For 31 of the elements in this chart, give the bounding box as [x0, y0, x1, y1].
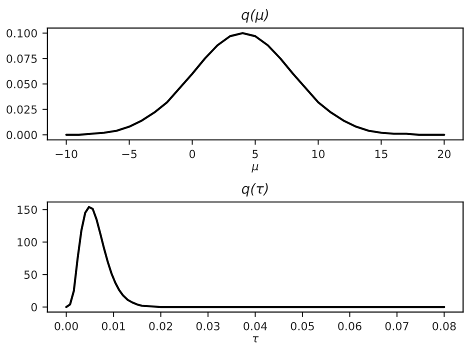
y-tick-label: 0.075 [6, 54, 37, 63]
x-tick-label: 0 [189, 150, 196, 158]
line-series [65, 206, 446, 308]
x-tick-label: −10 [56, 150, 78, 158]
y-tick-label: 0 [31, 303, 37, 312]
y-tick-label: 0.025 [6, 105, 37, 114]
y-tick-label: 0.100 [6, 29, 37, 38]
x-tick-label: 0.03 [196, 322, 220, 330]
x-axis-title: τ [252, 336, 259, 342]
x-tick-label: 0.08 [432, 322, 456, 330]
chart-title: q(μ) [242, 9, 268, 23]
x-tick-label: 15 [375, 150, 388, 158]
x-tick-label: 0.02 [149, 322, 172, 330]
x-tick-label: 20 [438, 150, 451, 158]
x-tick-label: 0.00 [54, 322, 78, 330]
x-tick-label: 0.04 [244, 322, 267, 330]
y-tick-label: 100 [18, 238, 37, 246]
line-series [65, 32, 446, 136]
x-tick-label: −5 [122, 150, 136, 158]
x-tick-label: 0.07 [385, 322, 408, 330]
x-axis-title: μ [252, 164, 258, 172]
x-tick-label: 0.05 [290, 322, 314, 330]
x-tick-label: 10 [312, 150, 325, 158]
chart-title: q(τ) [242, 183, 268, 197]
x-tick-label: 5 [252, 150, 258, 158]
x-tick-label: 0.01 [102, 322, 125, 330]
y-tick-label: 50 [24, 270, 37, 279]
y-tick-label: 0.050 [6, 80, 37, 88]
y-tick-label: 0.000 [6, 130, 37, 140]
x-tick-label: 0.06 [338, 322, 362, 330]
y-tick-label: 150 [18, 206, 37, 214]
